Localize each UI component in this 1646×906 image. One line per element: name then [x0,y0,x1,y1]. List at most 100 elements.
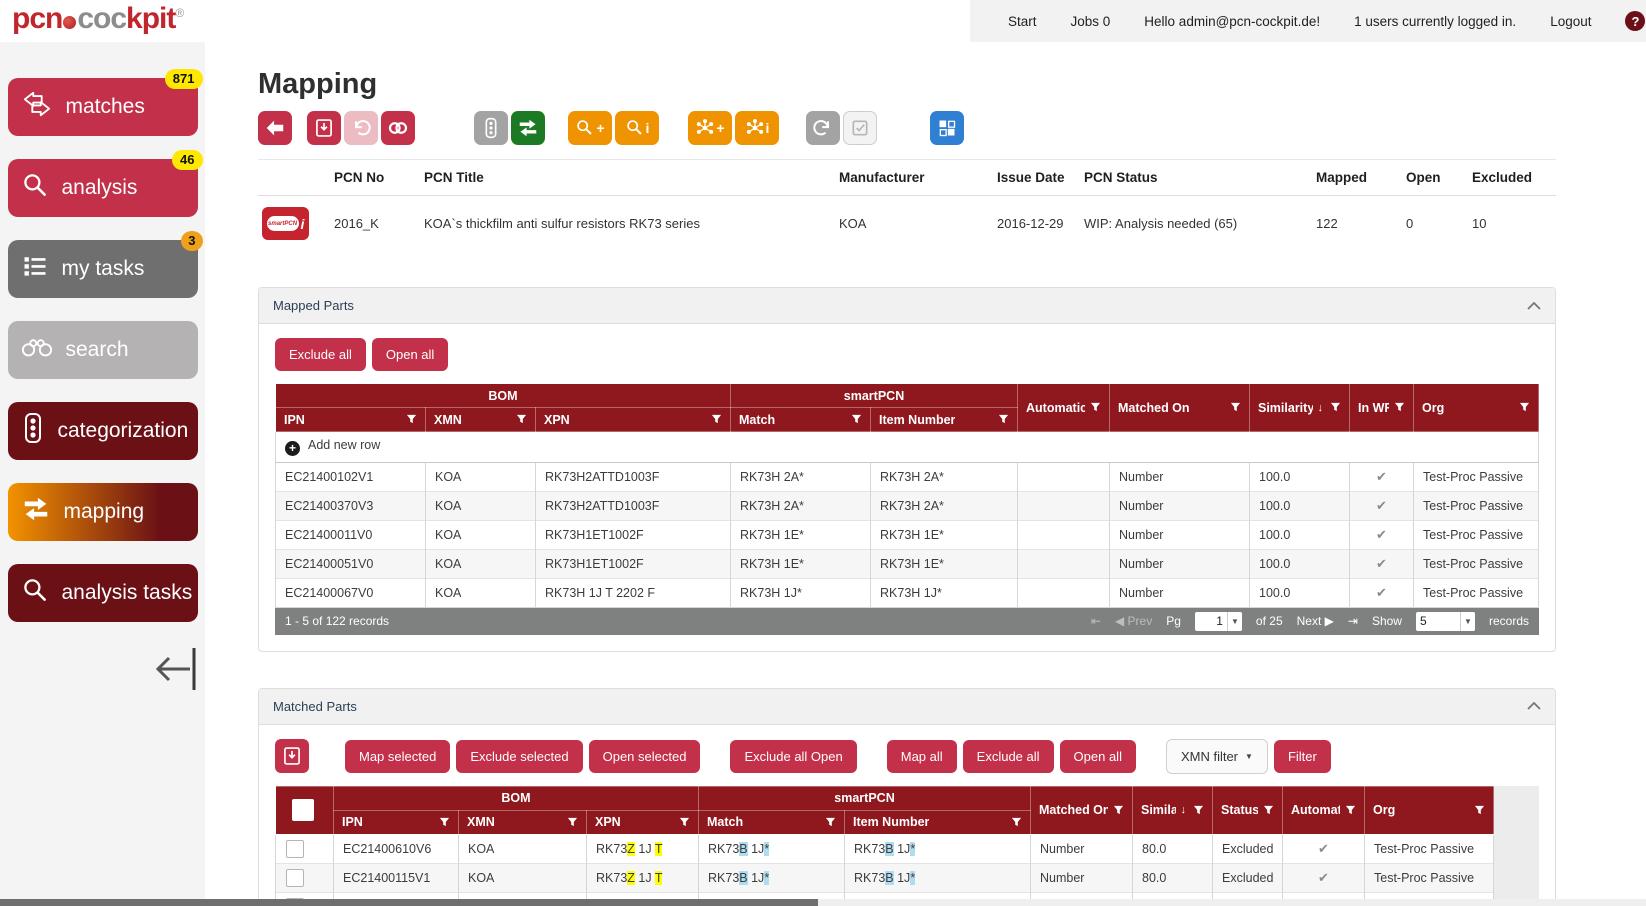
filter-icon[interactable] [1519,402,1530,413]
column-header-xpn[interactable]: XPN [536,408,731,432]
column-header-automatic[interactable]: Automatic? [1018,384,1110,432]
select-all-checkbox[interactable] [292,799,314,821]
prev-page-button[interactable]: ◀ Prev [1115,614,1152,628]
open-all-button[interactable]: Open all [1060,740,1136,773]
filter-icon[interactable] [516,414,527,425]
open-all-button[interactable]: Open all [372,338,448,371]
filter-icon[interactable] [406,414,417,425]
table-row[interactable]: EC21400610V6KOARK73Z 1J TRK73B 1J*RK73B … [276,834,1494,863]
table-scrollbar[interactable] [1494,786,1539,906]
matched-parts-panel-header[interactable]: Matched Parts [259,689,1555,725]
filter-icon[interactable] [439,817,450,828]
add-new-row[interactable]: +Add new row [276,432,1539,463]
column-header-item[interactable]: Item Number [845,810,1031,834]
table-row[interactable]: EC21400370V3KOARK73H2ATTD1003FRK73H 2A*R… [276,491,1539,520]
smartpcn-badge-icon[interactable]: smartPCN i [262,207,309,240]
table-row[interactable]: EC21400067V0KOARK73H 1J T 2202 FRK73H 1J… [276,578,1539,607]
search-add-button[interactable]: + [568,111,612,145]
filter-icon[interactable] [1394,402,1405,413]
page-number-input[interactable] [1195,614,1227,628]
column-header-in_wf[interactable]: In WF [1350,384,1414,432]
column-header-similarity[interactable]: Similarity %↓ [1250,384,1350,432]
page-size-input[interactable] [1416,614,1460,628]
column-header-match[interactable]: Match [699,810,845,834]
merge-button[interactable] [381,111,415,145]
collapse-chevron-icon[interactable] [1527,302,1541,310]
column-header-matched_on[interactable]: Matched On [1031,786,1133,834]
column-header-xmn[interactable]: XMN [459,810,587,834]
back-button[interactable] [258,111,292,145]
column-header-similarity[interactable]: Similarity %↓ [1133,786,1213,834]
column-header-ipn[interactable]: IPN [276,408,426,432]
filter-icon[interactable] [1474,805,1485,816]
filter-icon[interactable] [1263,805,1274,816]
table-row[interactable]: EC21400051V0KOARK73H1ET1002FRK73H 1E*RK7… [276,549,1539,578]
last-page-button[interactable]: ⇥ [1348,614,1358,628]
forward-button[interactable] [806,111,840,145]
exclude-all-button[interactable]: Exclude all [275,338,366,371]
filter-icon[interactable] [1090,402,1101,413]
sidebar-collapse-icon[interactable] [152,642,198,701]
column-header-match[interactable]: Match [731,408,871,432]
table-row[interactable]: EC21400011V0KOARK73H1ET1002FRK73H 1E*RK7… [276,520,1539,549]
undo-button[interactable] [344,111,378,145]
open-selected-button[interactable]: Open selected [589,740,701,773]
row-checkbox[interactable] [286,840,304,858]
first-page-button[interactable]: ⇤ [1091,614,1101,628]
filter-icon[interactable] [1345,805,1356,816]
categorize-button[interactable] [474,111,508,145]
filter-icon[interactable] [1011,817,1022,828]
column-header-xmn[interactable]: XMN [426,408,536,432]
sort-desc-icon[interactable]: ↓ [1181,804,1187,816]
topmenu-start[interactable]: Start [1008,14,1037,29]
xmn-filter-dropdown[interactable]: XMN filter ▼ [1166,739,1268,774]
sort-desc-icon[interactable]: ↓ [1318,402,1324,414]
collapse-chevron-icon[interactable] [1527,702,1541,710]
map-button[interactable] [511,111,545,145]
sidebar-item-analysis-tasks[interactable]: analysis tasks [8,564,198,622]
column-header-status[interactable]: Status [1213,786,1283,834]
network-add-button[interactable]: + [688,111,732,145]
filter-icon[interactable] [1113,805,1124,816]
filter-icon[interactable] [1193,805,1204,816]
row-checkbox[interactable] [286,869,304,887]
filter-icon[interactable] [825,817,836,828]
filter-icon[interactable] [1330,402,1341,413]
sidebar-item-mapping[interactable]: mapping [8,483,198,541]
map-all-button[interactable]: Map all [887,740,957,773]
exclude-selected-button[interactable]: Exclude selected [456,740,582,773]
column-header-automatic[interactable]: Automatic? [1283,786,1365,834]
network-info-button[interactable]: i [735,111,779,145]
table-row[interactable]: EC21400102V1KOARK73H2ATTD1003FRK73H 2A*R… [276,462,1539,491]
next-page-button[interactable]: Next ▶ [1297,614,1334,628]
save-button[interactable] [275,739,309,773]
topmenu-logout[interactable]: Logout [1550,14,1591,29]
help-icon[interactable]: ? [1625,11,1645,31]
checkbox-button[interactable] [843,111,877,145]
topmenu-jobs[interactable]: Jobs 0 [1071,14,1111,29]
column-header-matched_on[interactable]: Matched On [1110,384,1250,432]
column-header-xpn[interactable]: XPN [587,810,699,834]
sidebar-item-matches[interactable]: matches871 [8,78,198,136]
sidebar-item-search[interactable]: search [8,321,198,379]
dropdown-caret-icon[interactable]: ▼ [1227,612,1242,631]
filter-icon[interactable] [567,817,578,828]
filter-icon[interactable] [1230,402,1241,413]
filter-icon[interactable] [711,414,722,425]
sidebar-item-my-tasks[interactable]: my tasks3 [8,240,198,298]
dropdown-caret-icon[interactable]: ▼ [1460,612,1475,631]
mapped-parts-panel-header[interactable]: Mapped Parts [259,288,1555,324]
column-header-ipn[interactable]: IPN [334,810,459,834]
column-header-org[interactable]: Org [1365,786,1494,834]
map-selected-button[interactable]: Map selected [345,740,450,773]
column-header-org[interactable]: Org [1414,384,1539,432]
save-button[interactable] [307,111,341,145]
blocks-button[interactable] [930,111,964,145]
filter-icon[interactable] [679,817,690,828]
filter-icon[interactable] [851,414,862,425]
column-header-item[interactable]: Item Number [871,408,1018,432]
search-info-button[interactable]: i [615,111,659,145]
filter-button[interactable]: Filter [1274,740,1331,773]
app-logo[interactable]: pcncockpit® [12,2,183,36]
exclude-all-open-button[interactable]: Exclude all Open [730,740,856,773]
